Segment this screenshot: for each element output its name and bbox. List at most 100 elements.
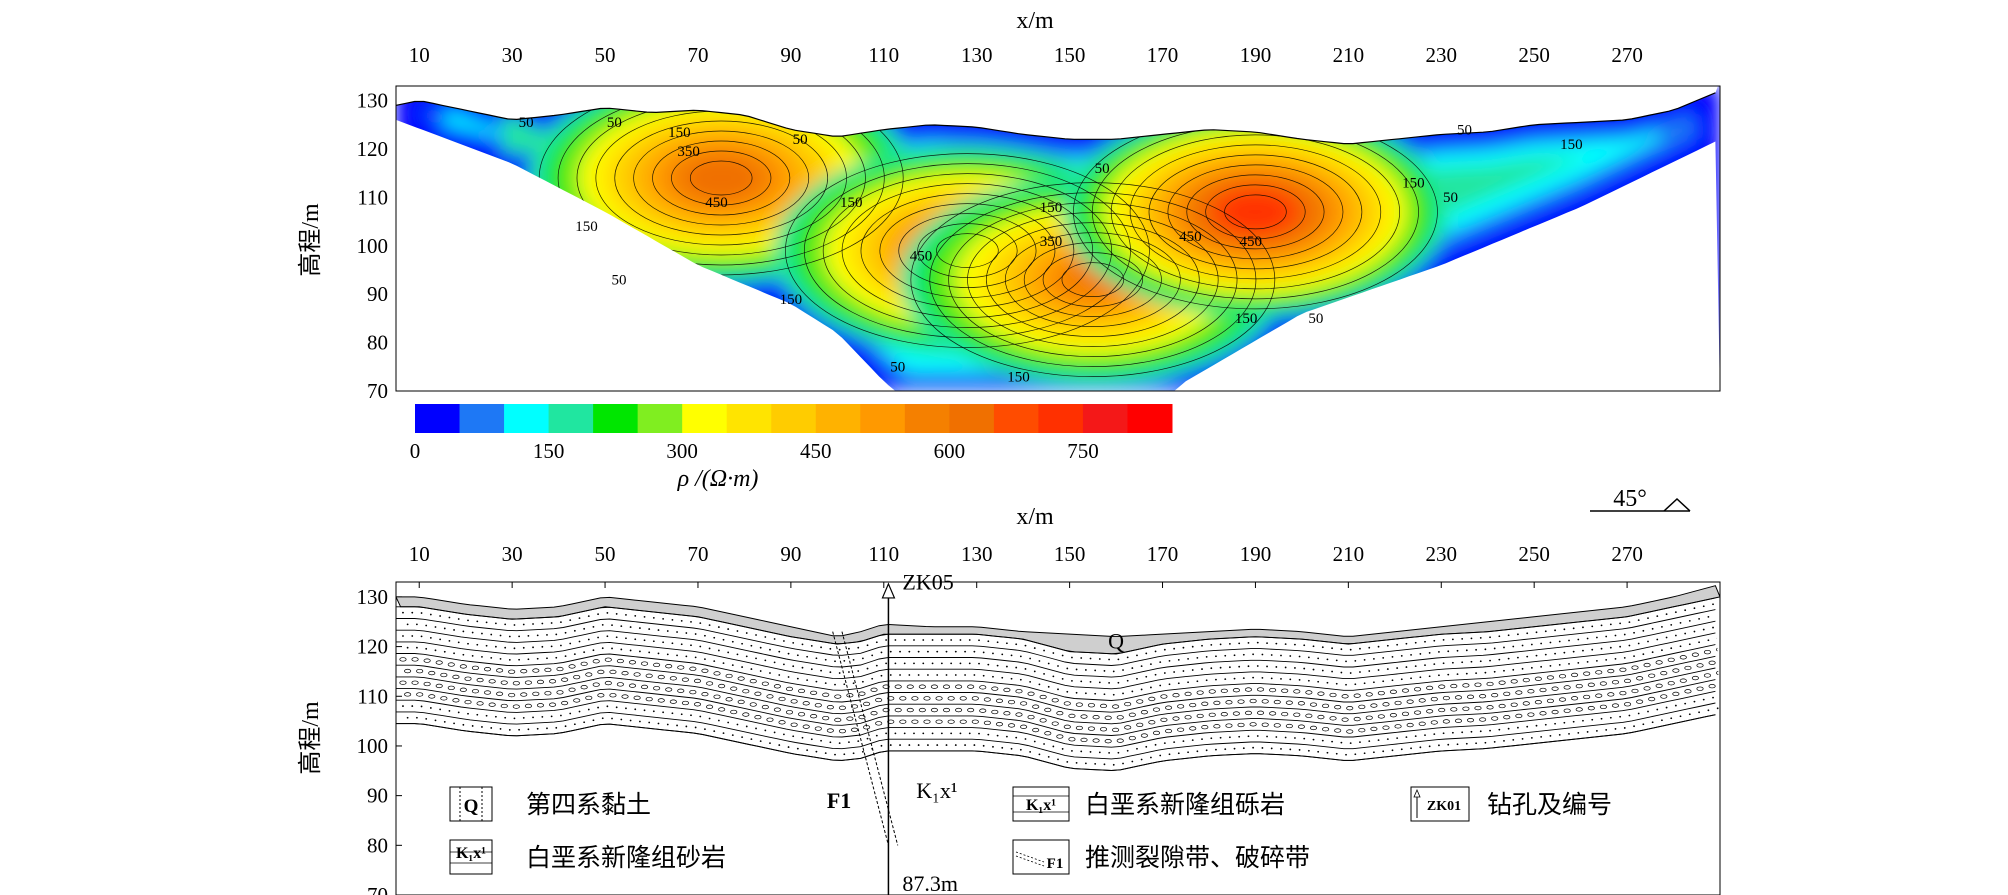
contour-label: 450 xyxy=(1240,234,1263,250)
colorbar-tick-labels: 0 150 300 450 600 750 xyxy=(410,439,1099,463)
sandstone-dot xyxy=(936,744,939,746)
conglomerate-pebble xyxy=(464,676,472,681)
conglomerate-pebble xyxy=(1365,692,1373,697)
conglomerate-pebble xyxy=(471,665,479,671)
sandstone-dot xyxy=(1665,613,1668,616)
conglomerate-pebble xyxy=(1498,703,1506,709)
sandstone-dot xyxy=(1038,753,1041,756)
sandstone-dot xyxy=(810,668,813,671)
sandstone-dot xyxy=(1377,645,1380,648)
x-tick-label-top: 70 xyxy=(687,43,708,67)
sandstone-dot xyxy=(1400,748,1403,751)
sandstone-dot xyxy=(1698,617,1700,620)
sandstone-dot xyxy=(467,642,469,645)
conglomerate-pebble xyxy=(1104,715,1112,720)
conglomerate-pebble xyxy=(773,707,781,712)
sandstone-dot xyxy=(1698,641,1700,644)
conglomerate-pebble xyxy=(1631,688,1639,694)
conglomerate-pebble xyxy=(1474,682,1482,687)
colorbar-cell xyxy=(860,404,906,433)
sandstone-dot xyxy=(1517,656,1519,659)
sandstone-dot xyxy=(1484,648,1487,651)
sandstone-dot xyxy=(1586,660,1589,663)
sandstone-dot xyxy=(1614,657,1617,660)
sandstone-dot xyxy=(1159,754,1162,757)
conglomerate-pebble xyxy=(440,672,448,678)
sandstone-dot xyxy=(1475,672,1478,675)
conglomerate-pebble xyxy=(713,694,721,699)
conglomerate-pebble xyxy=(810,714,818,719)
conglomerate-pebble xyxy=(1389,713,1397,718)
conglomerate-pebble xyxy=(935,719,943,724)
legend: Q 第四系黏土 K₁x¹ 白垩系新隆组砂岩 K₁x¹ 白垩系新隆组砾岩 F1 xyxy=(449,786,1612,875)
sandstone-dot xyxy=(1512,668,1515,671)
colorbar-cell xyxy=(1038,404,1084,433)
sandstone-dot xyxy=(1010,747,1013,750)
sandstone-dot xyxy=(866,737,869,740)
sandstone-dot xyxy=(1642,653,1645,656)
conglomerate-pebble xyxy=(536,703,545,708)
conglomerate-pebble xyxy=(834,694,842,699)
sandstone-dot xyxy=(1228,642,1231,645)
conglomerate-pebble xyxy=(1051,721,1059,726)
sandstone-dot xyxy=(592,649,595,652)
sandstone-dot xyxy=(1084,762,1087,765)
sandstone-dot xyxy=(950,662,953,665)
sandstone-dot xyxy=(560,621,562,624)
conglomerate-pebble xyxy=(1619,690,1627,696)
conglomerate-pebble xyxy=(730,709,738,715)
colorbar-cell xyxy=(593,404,639,433)
sandstone-dot xyxy=(829,671,832,674)
sandstone-dot xyxy=(457,641,460,644)
sandstone-dot xyxy=(1284,736,1287,739)
conglomerate-pebble xyxy=(592,659,600,664)
sandstone-dot xyxy=(1396,737,1399,740)
sandstone-dot xyxy=(908,744,911,746)
conglomerate-pebble xyxy=(452,674,460,680)
conglomerate-pebble xyxy=(1703,649,1712,655)
conglomerate-pebble xyxy=(653,686,661,691)
sandstone-dot xyxy=(1098,658,1101,660)
y-axis-title-bottom: 高程/m xyxy=(297,701,324,775)
conglomerate-pebble xyxy=(532,668,540,673)
sandstone-dot xyxy=(954,674,957,676)
sandstone-dot xyxy=(1228,666,1231,669)
sandstone-dot xyxy=(467,712,469,715)
geological-section: x/m 10 30 50 70 90 110 130 150 170 190 210 230 250 27… xyxy=(297,504,1721,895)
sandstone-dot xyxy=(1349,672,1352,674)
sandstone-dot xyxy=(1247,641,1250,644)
sandstone-dot xyxy=(601,717,604,720)
sandstone-dot xyxy=(1368,670,1371,672)
sandstone-dot xyxy=(1493,670,1496,673)
conglomerate-pebble xyxy=(718,683,726,689)
sandstone-dot xyxy=(769,648,771,651)
conglomerate-pebble xyxy=(1285,700,1293,705)
sandstone-dot xyxy=(443,627,446,630)
sandstone-dot xyxy=(1247,665,1250,668)
sandstone-dot xyxy=(629,626,632,628)
sandstone-dot xyxy=(1159,684,1162,687)
sandstone-dot xyxy=(1150,686,1152,689)
sandstone-dot xyxy=(662,641,665,644)
sandstone-dot xyxy=(694,656,697,659)
colorbar-cell xyxy=(993,404,1039,433)
sandstone-dot xyxy=(1359,671,1361,673)
conglomerate-pebble xyxy=(447,662,455,667)
sandstone-dot xyxy=(583,651,586,654)
x-tick-label-bottom: 110 xyxy=(868,542,899,566)
sandstone-dot xyxy=(1312,738,1315,741)
conglomerate-pebble xyxy=(657,674,665,680)
conglomerate-pebble xyxy=(1358,704,1366,710)
sandstone-dot xyxy=(1224,748,1227,751)
sandstone-dot xyxy=(1498,635,1501,638)
sandstone-dot xyxy=(1637,642,1640,645)
legend-label-conglomerate: 白垩系新隆组砾岩 xyxy=(1085,791,1285,819)
sandstone-dot xyxy=(1628,621,1631,624)
sandstone-dot xyxy=(527,728,530,731)
conglomerate-pebble xyxy=(1672,668,1680,673)
conglomerate-pebble xyxy=(1309,702,1318,707)
conglomerate-pebble xyxy=(1092,715,1100,720)
sandstone-dot xyxy=(1215,678,1217,681)
sandstone-dot xyxy=(1154,743,1157,746)
sandstone-dot xyxy=(889,744,892,746)
